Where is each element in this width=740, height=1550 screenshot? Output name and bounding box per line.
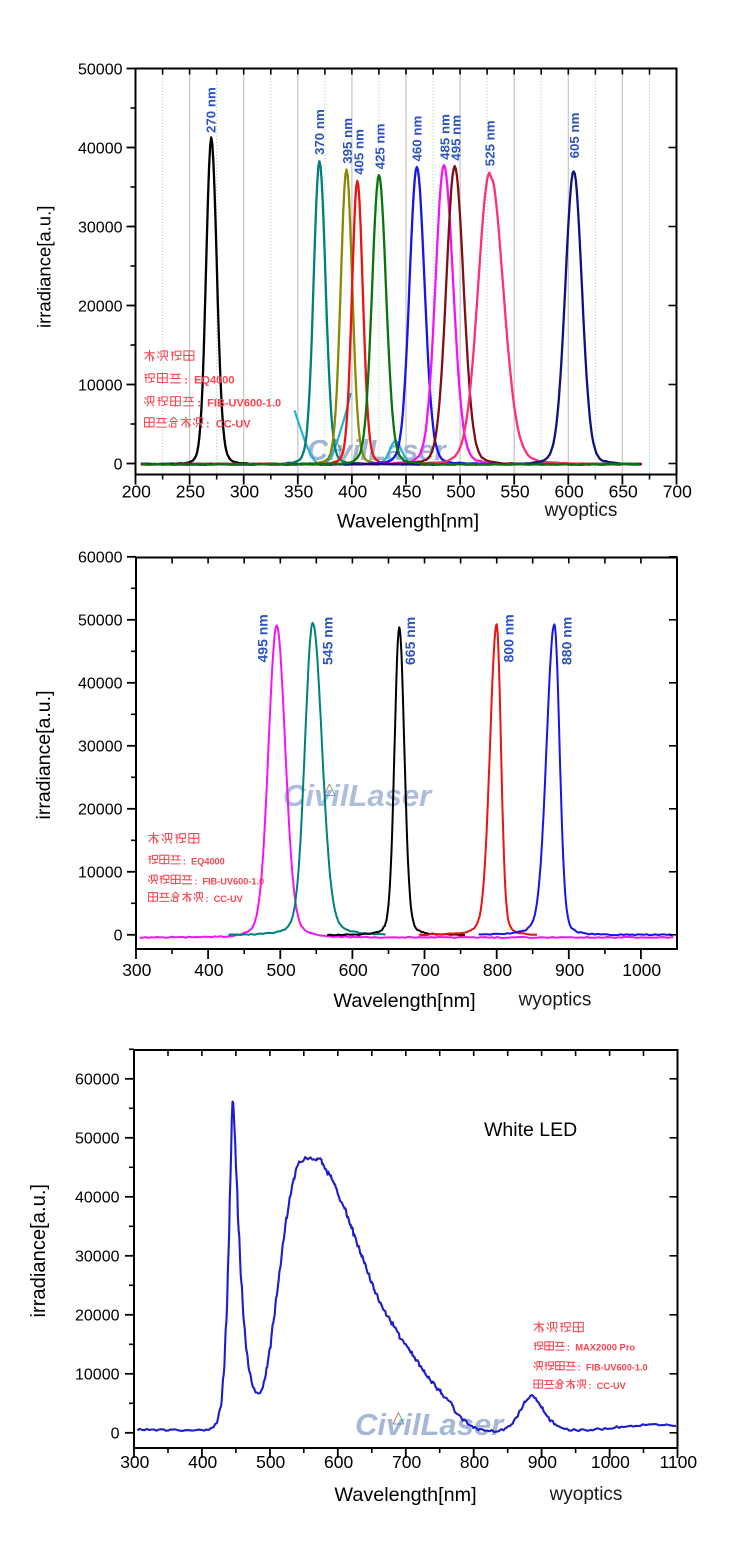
- svg-text:600: 600: [339, 960, 368, 980]
- svg-text:30000: 30000: [78, 219, 123, 236]
- svg-text:50000: 50000: [78, 613, 123, 630]
- svg-text:wyoptics: wyoptics: [518, 990, 592, 1011]
- svg-text:20000: 20000: [78, 298, 123, 315]
- svg-text:0: 0: [111, 1426, 120, 1443]
- svg-text:1100: 1100: [659, 1452, 697, 1472]
- svg-text:800: 800: [460, 1452, 489, 1472]
- svg-text:700: 700: [411, 960, 440, 980]
- svg-text:CivilLaser: CivilLaser: [355, 1407, 505, 1442]
- svg-text:: CC-UV: : CC-UV: [589, 1381, 627, 1391]
- svg-text:40000: 40000: [78, 140, 123, 157]
- svg-text:30000: 30000: [78, 739, 123, 756]
- svg-text:: FIB-UV600-1.0: : FIB-UV600-1.0: [197, 397, 281, 409]
- svg-text:900: 900: [528, 1452, 557, 1472]
- svg-text:400: 400: [338, 481, 367, 501]
- svg-text:: MAX2000 Pro: : MAX2000 Pro: [567, 1342, 636, 1353]
- svg-text:460 nm: 460 nm: [409, 116, 424, 162]
- svg-text:Wavelength[nm]: Wavelength[nm]: [334, 1484, 476, 1506]
- svg-text:irradiance[a.u.]: irradiance[a.u.]: [33, 691, 55, 820]
- svg-text:250: 250: [176, 481, 205, 501]
- svg-text:550: 550: [500, 481, 529, 501]
- svg-text:: CC-UV: : CC-UV: [206, 419, 251, 431]
- svg-text:0: 0: [114, 928, 123, 945]
- svg-text:405 nm: 405 nm: [351, 129, 366, 175]
- svg-text:1000: 1000: [622, 960, 661, 980]
- svg-text:485 nm: 485 nm: [438, 114, 453, 160]
- svg-text:10000: 10000: [78, 377, 123, 394]
- svg-text:CivilLaser: CivilLaser: [283, 778, 433, 813]
- svg-text:900: 900: [555, 960, 584, 980]
- svg-text:270 nm: 270 nm: [204, 87, 219, 133]
- svg-text:300: 300: [120, 1452, 149, 1472]
- svg-text:300: 300: [230, 481, 259, 501]
- svg-text:0: 0: [114, 456, 123, 473]
- svg-text:700: 700: [392, 1452, 421, 1472]
- svg-text:665 nm: 665 nm: [402, 617, 418, 665]
- svg-text:Wavelength[nm]: Wavelength[nm]: [333, 990, 475, 1012]
- svg-text:20000: 20000: [75, 1308, 120, 1325]
- svg-text:700: 700: [663, 481, 692, 501]
- svg-text:: CC-UV: : CC-UV: [206, 894, 244, 904]
- svg-text:1000: 1000: [591, 1452, 630, 1472]
- svg-text:500: 500: [446, 481, 475, 501]
- svg-text:10000: 10000: [75, 1367, 120, 1384]
- svg-text:: EQ4000: : EQ4000: [183, 856, 225, 866]
- svg-text:wyoptics: wyoptics: [544, 500, 618, 521]
- svg-text:300: 300: [122, 960, 151, 980]
- svg-text:500: 500: [256, 1452, 285, 1472]
- svg-text:: FIB-UV600-1.0: : FIB-UV600-1.0: [194, 876, 264, 886]
- svg-text:500: 500: [266, 960, 295, 980]
- svg-text:495 nm: 495 nm: [448, 115, 463, 161]
- svg-text:400: 400: [194, 960, 223, 980]
- svg-text:600: 600: [324, 1452, 353, 1472]
- svg-text:605 nm: 605 nm: [567, 113, 582, 159]
- svg-text:60000: 60000: [78, 550, 123, 567]
- svg-text:: EQ4000: : EQ4000: [184, 374, 234, 386]
- svg-text:525 nm: 525 nm: [482, 120, 497, 166]
- svg-text:395 nm: 395 nm: [340, 118, 355, 164]
- svg-text:650: 650: [609, 481, 638, 501]
- svg-text:Wavelength[nm]: Wavelength[nm]: [337, 511, 479, 533]
- svg-text:40000: 40000: [75, 1190, 120, 1207]
- svg-text:450: 450: [392, 481, 421, 501]
- svg-text:60000: 60000: [75, 1072, 120, 1089]
- svg-text:20000: 20000: [78, 802, 123, 819]
- svg-text:30000: 30000: [75, 1249, 120, 1266]
- svg-text:880 nm: 880 nm: [559, 617, 575, 665]
- svg-text:irradiance[a.u.]: irradiance[a.u.]: [34, 206, 55, 328]
- svg-text:370 nm: 370 nm: [312, 109, 327, 155]
- svg-text:425 nm: 425 nm: [373, 124, 388, 170]
- svg-text:495 nm: 495 nm: [255, 614, 271, 662]
- svg-text:White LED: White LED: [484, 1119, 577, 1141]
- svg-text:545 nm: 545 nm: [320, 617, 336, 665]
- svg-text:40000: 40000: [78, 676, 123, 693]
- svg-text:600: 600: [554, 481, 583, 501]
- svg-text:50000: 50000: [78, 61, 123, 78]
- svg-text:10000: 10000: [78, 865, 123, 882]
- svg-text:50000: 50000: [75, 1131, 120, 1148]
- svg-text:wyoptics: wyoptics: [549, 1484, 623, 1505]
- svg-text:: FIB-UV600-1.0: : FIB-UV600-1.0: [578, 1363, 648, 1373]
- svg-text:350: 350: [284, 481, 313, 501]
- svg-text:irradiance[a.u.]: irradiance[a.u.]: [28, 1184, 50, 1318]
- svg-text:400: 400: [188, 1452, 217, 1472]
- svg-text:800 nm: 800 nm: [501, 614, 517, 662]
- svg-text:800: 800: [483, 960, 512, 980]
- svg-text:200: 200: [122, 481, 151, 501]
